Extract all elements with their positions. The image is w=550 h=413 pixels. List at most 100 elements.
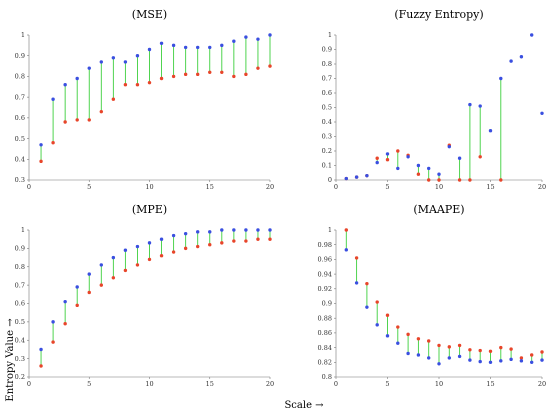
blue-data-point [509,357,513,362]
blue-data-point [208,45,212,50]
red-data-point [63,120,67,124]
blue-data-point [519,55,524,59]
x-tick-label: 0 [334,183,338,191]
red-data-point [51,141,55,145]
subplot-title: (Fuzzy Entropy) [394,8,483,21]
blue-data-point [354,175,359,179]
blue-data-point [51,320,55,324]
blue-data-point [171,43,176,48]
blue-data-point [123,60,128,64]
red-data-point [208,70,212,74]
shared-y-axis-label: Entropy Value → [5,318,16,402]
x-tick-label: 15 [206,380,214,388]
blue-data-point [135,54,140,58]
blue-data-point [375,160,379,165]
y-tick-label: 0.7 [15,93,25,101]
red-data-point [365,281,369,286]
red-data-point [39,364,43,368]
x-tick-label: 15 [206,183,214,191]
y-tick-label: 0.2 [322,147,332,155]
y-tick-label: 0.6 [15,300,25,308]
red-data-point [220,241,224,245]
y-tick-label: 0.4 [15,336,25,344]
red-data-point [344,228,348,232]
red-data-point [232,74,236,79]
blue-data-point [437,172,441,176]
red-data-point [147,80,152,85]
y-tick-label: 0.96 [318,256,332,264]
blue-data-point [499,359,503,363]
red-data-point [159,76,164,81]
blue-data-point [499,76,503,81]
shared-x-axis-label: Scale → [284,400,324,411]
subplot-title: (MAAPE) [413,203,464,216]
y-tick-label: 0.94 [318,270,332,278]
y-tick-label: 0.8 [15,263,25,271]
blue-data-point [63,83,67,87]
blue-data-point [427,166,431,171]
red-data-point [244,72,248,77]
y-tick-label: 0.5 [15,135,25,143]
blue-data-point [354,281,359,285]
y-tick-label: 0.84 [318,344,332,352]
red-data-point [171,74,176,79]
subplot-maape: (MAAPE) 0.8 0.82 0.84 0.86 0.88 0.9 0.92 0.94 0.9… [318,203,547,388]
subplot-title: (MSE) [132,8,167,21]
y-tick-label: 0 [328,176,332,184]
red-data-point [75,303,79,308]
y-tick-label: 0.7 [322,75,332,83]
blue-data-point [123,248,128,252]
red-data-point [111,276,116,280]
blue-data-point [256,37,260,41]
red-data-point [385,313,390,317]
x-tick-label: 10 [145,183,153,191]
red-data-point [75,118,79,122]
blue-data-point [220,228,224,232]
red-data-point [478,348,482,353]
blue-data-point [416,163,421,168]
red-data-point [488,349,493,353]
red-data-point [478,155,482,159]
red-data-point [268,64,272,68]
blue-data-point [437,362,441,366]
red-data-point [268,237,272,241]
blue-data-point [427,356,431,360]
blue-data-point [406,155,410,159]
red-data-point [244,239,248,243]
blue-data-point [344,176,348,181]
red-data-point [99,109,104,114]
y-tick-label: 0.82 [318,359,332,367]
blue-data-point [244,228,248,232]
x-tick-label: 5 [385,183,389,191]
y-tick-label: 0.8 [15,73,25,81]
blue-data-point [509,59,513,63]
blue-data-point [268,33,272,37]
red-data-point [183,72,188,77]
y-tick-label: 0.6 [322,89,332,97]
red-data-point [171,250,176,254]
blue-data-point [232,39,236,43]
blue-data-point [468,102,472,107]
red-data-point [416,172,421,176]
red-data-point [437,178,441,182]
blue-data-point [416,353,421,357]
blue-data-point [220,43,224,48]
red-data-point [427,339,431,343]
subplot-mse: (MSE)0.30.40.50.60.70.80.910 5 10 15 20 [15,8,274,191]
x-tick-label: 10 [435,380,443,388]
y-tick-label: 0.7 [15,281,25,289]
blue-data-point [111,56,116,60]
blue-data-point [344,248,348,252]
red-data-point [509,347,513,351]
red-data-point [123,268,128,273]
y-tick-label: 1 [328,226,332,234]
blue-data-point [478,359,482,364]
red-data-point [354,256,359,260]
red-data-point [540,350,544,354]
blue-data-point [396,166,400,171]
blue-data-point [111,255,116,260]
blue-data-point [147,241,152,245]
x-tick-label: 15 [486,380,494,388]
blue-data-point [457,354,462,359]
